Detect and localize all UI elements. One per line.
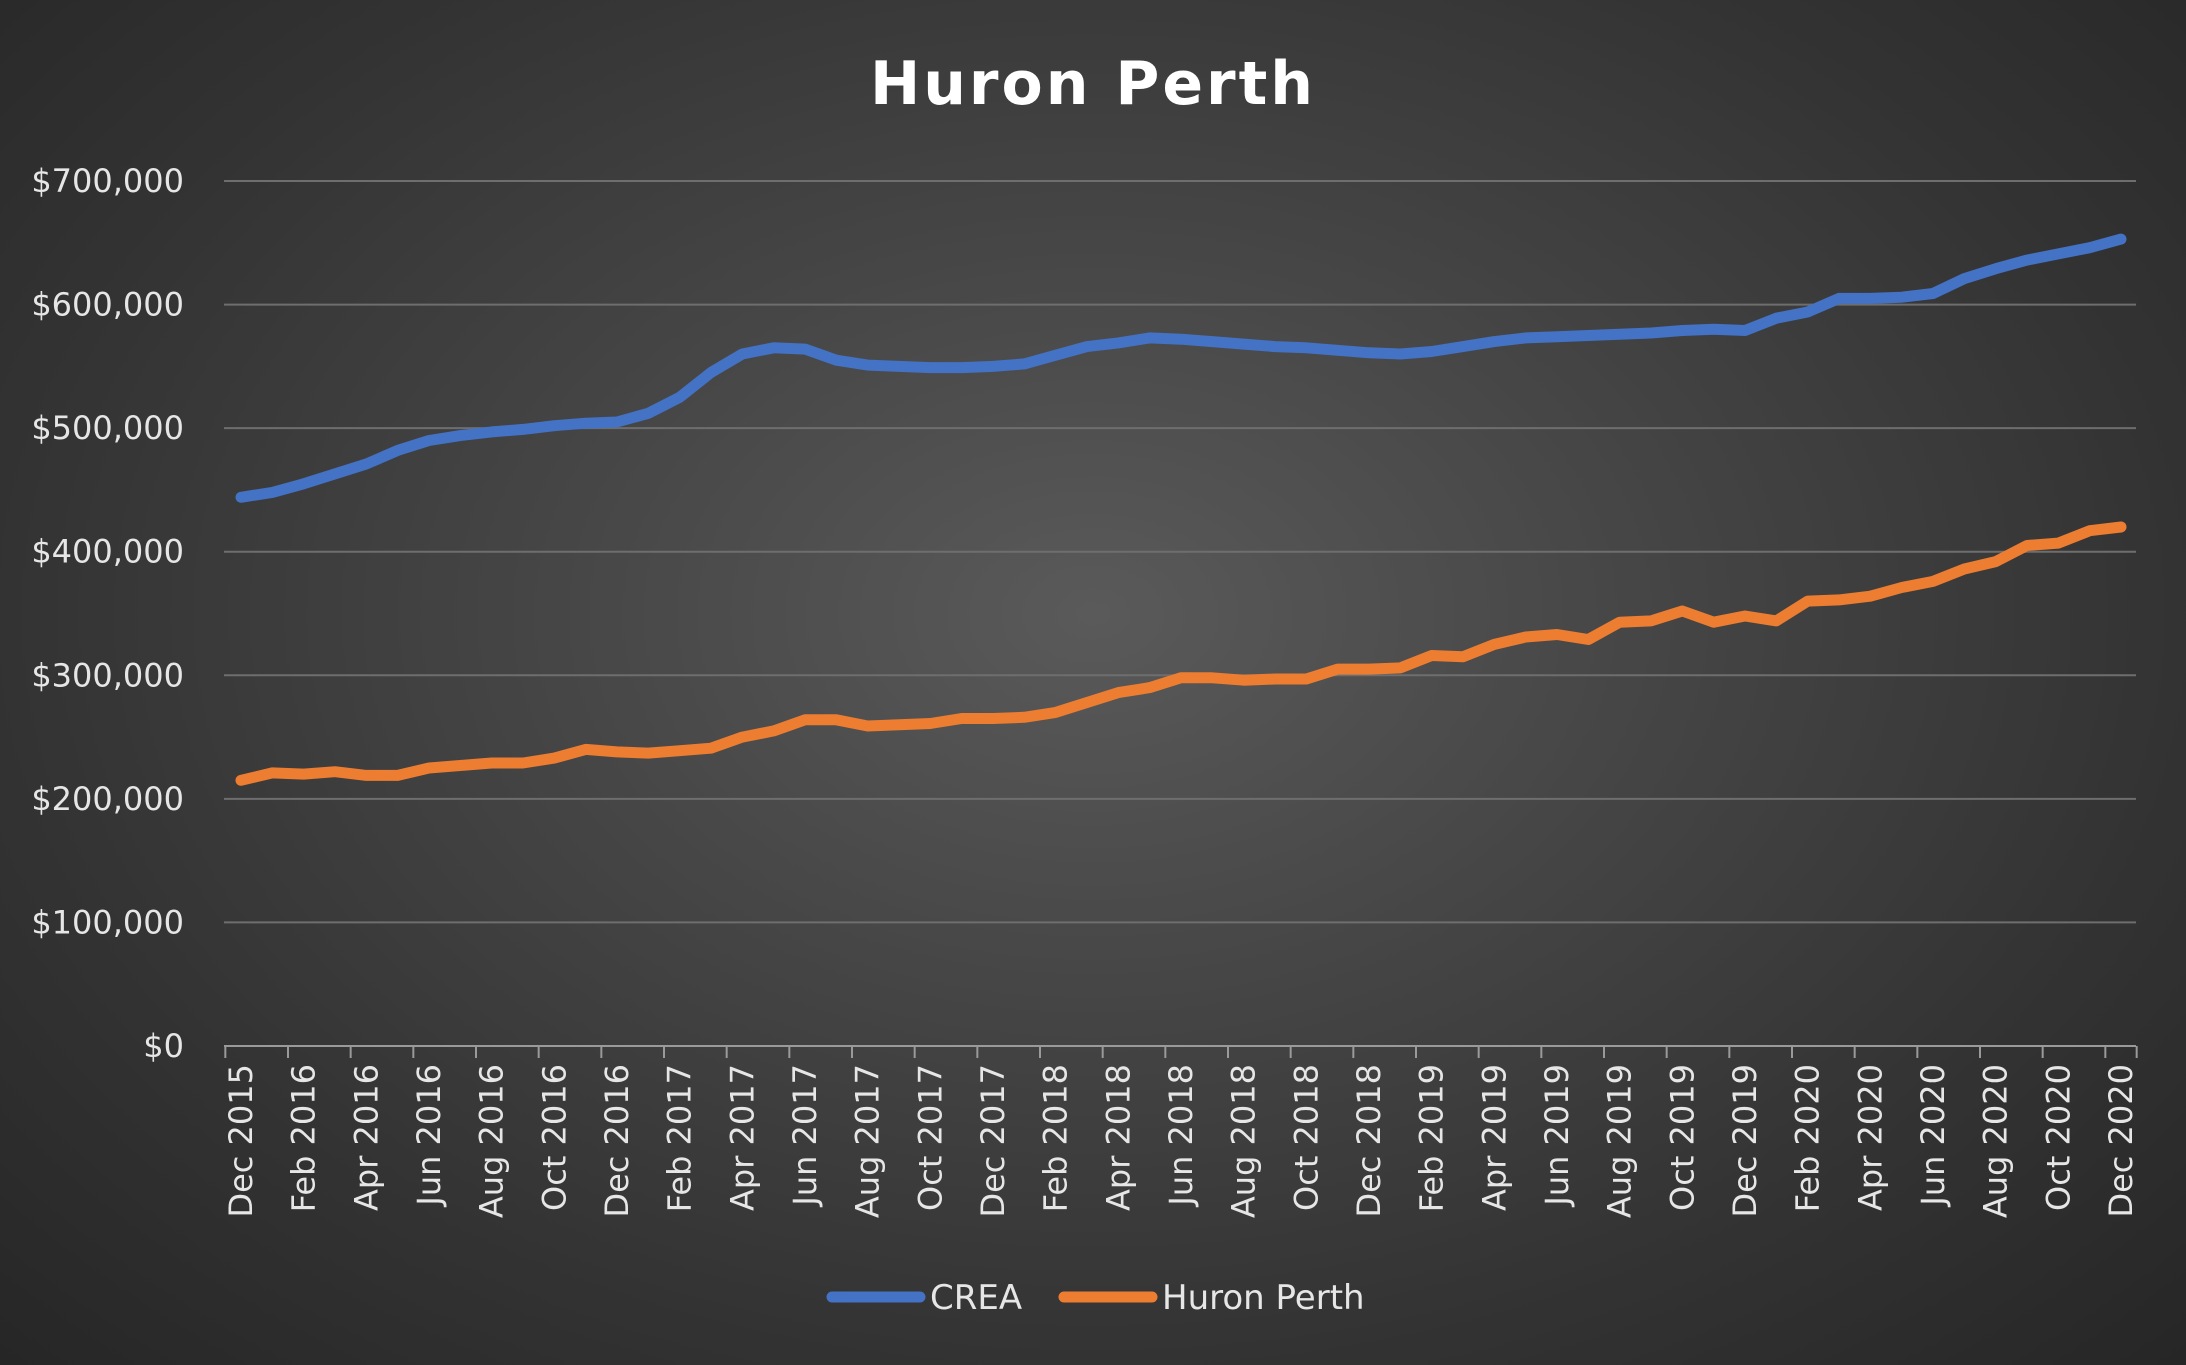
x-tick-label: Jun 2020: [1914, 1064, 1952, 1208]
x-tick-label: Aug 2019: [1601, 1064, 1639, 1218]
y-tick-label: $100,000: [31, 903, 184, 941]
y-tick-label: $400,000: [31, 533, 184, 571]
legend-label: Huron Perth: [1162, 1278, 1365, 1318]
x-tick-label: Oct 2018: [1287, 1064, 1325, 1211]
x-tick-label: Apr 2016: [347, 1064, 385, 1211]
x-tick-label: Apr 2017: [723, 1064, 761, 1211]
x-tick-label: Feb 2019: [1413, 1064, 1451, 1212]
x-tick-label: Jun 2016: [410, 1064, 448, 1208]
y-tick-label: $700,000: [31, 162, 184, 200]
y-tick-label: $0: [143, 1027, 184, 1065]
x-tick-label: Aug 2016: [473, 1064, 511, 1218]
x-tick-label: Dec 2017: [974, 1064, 1012, 1218]
x-tick-label: Dec 2016: [598, 1064, 636, 1218]
y-tick-label: $500,000: [31, 409, 184, 447]
x-tick-label: Aug 2017: [849, 1064, 887, 1218]
series-line-huron-perth: [235, 521, 2127, 786]
x-tick-label: Feb 2017: [661, 1064, 699, 1212]
gridlines: [224, 180, 2136, 924]
x-tick-label: Jun 2018: [1162, 1064, 1200, 1208]
x-tick-label: Feb 2016: [285, 1064, 323, 1212]
x-tick-label: Apr 2020: [1851, 1064, 1889, 1211]
x-tick-label: Dec 2020: [2102, 1064, 2140, 1218]
x-tick-label: Aug 2018: [1225, 1064, 1263, 1218]
x-tick-label: Oct 2019: [1663, 1064, 1701, 1211]
x-tick-label: Oct 2017: [911, 1064, 949, 1211]
x-tick-label: Apr 2018: [1099, 1064, 1137, 1211]
legend: CREA Huron Perth: [826, 1278, 1365, 1318]
x-tick-label: Dec 2019: [1726, 1064, 1764, 1218]
x-tick-label: Jun 2019: [1538, 1064, 1576, 1208]
x-tick-label: Jun 2017: [786, 1064, 824, 1208]
y-tick-label: $300,000: [31, 656, 184, 694]
y-tick-label: $600,000: [31, 286, 184, 324]
series-line-crea: [235, 233, 2127, 503]
x-tick-label: Oct 2020: [2039, 1064, 2077, 1211]
x-tick-label: Dec 2015: [222, 1064, 260, 1218]
legend-label: CREA: [930, 1278, 1022, 1318]
series-lines: [235, 233, 2127, 786]
y-tick-label: $200,000: [31, 780, 184, 818]
x-tick-label: Dec 2018: [1350, 1064, 1388, 1218]
x-tick-label: Aug 2020: [1977, 1064, 2015, 1218]
x-tick-label: Apr 2019: [1475, 1064, 1513, 1211]
x-axis: Dec 2015 Feb 2016 Apr 2016 Jun 2016 Aug 2016…: [222, 1045, 2140, 1218]
x-tick-label: Oct 2016: [535, 1064, 573, 1211]
x-tick-label: Feb 2020: [1789, 1064, 1827, 1212]
y-axis: $0 $100,000 $200,000 $300,000 $400,000 $500,0…: [31, 162, 184, 1065]
chart-title: Huron Perth: [870, 49, 1316, 119]
x-tick-label: Feb 2018: [1037, 1064, 1075, 1212]
